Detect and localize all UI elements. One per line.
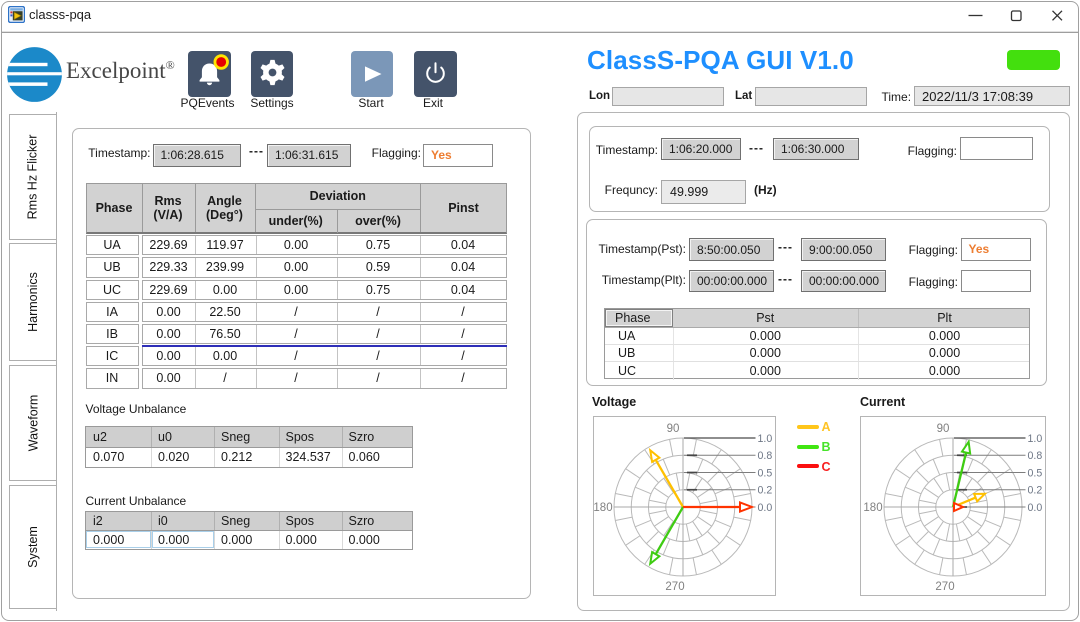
svg-text:0.8: 0.8 <box>1028 450 1043 462</box>
svg-text:270: 270 <box>665 581 684 593</box>
svg-text:0.0: 0.0 <box>1028 502 1043 514</box>
svg-text:0.8: 0.8 <box>758 450 773 462</box>
svg-text:1.0: 1.0 <box>758 433 773 445</box>
svg-text:1.0: 1.0 <box>1028 433 1043 445</box>
svg-text:0.5: 0.5 <box>758 467 773 479</box>
svg-text:180: 180 <box>863 502 882 514</box>
svg-text:270: 270 <box>935 581 954 593</box>
svg-text:0.2: 0.2 <box>1028 485 1043 497</box>
svg-text:90: 90 <box>667 423 680 435</box>
svg-text:0.2: 0.2 <box>758 485 773 497</box>
svg-text:180: 180 <box>594 502 613 514</box>
svg-text:0.5: 0.5 <box>1028 467 1043 479</box>
svg-text:0.0: 0.0 <box>758 502 773 514</box>
svg-text:90: 90 <box>937 423 950 435</box>
